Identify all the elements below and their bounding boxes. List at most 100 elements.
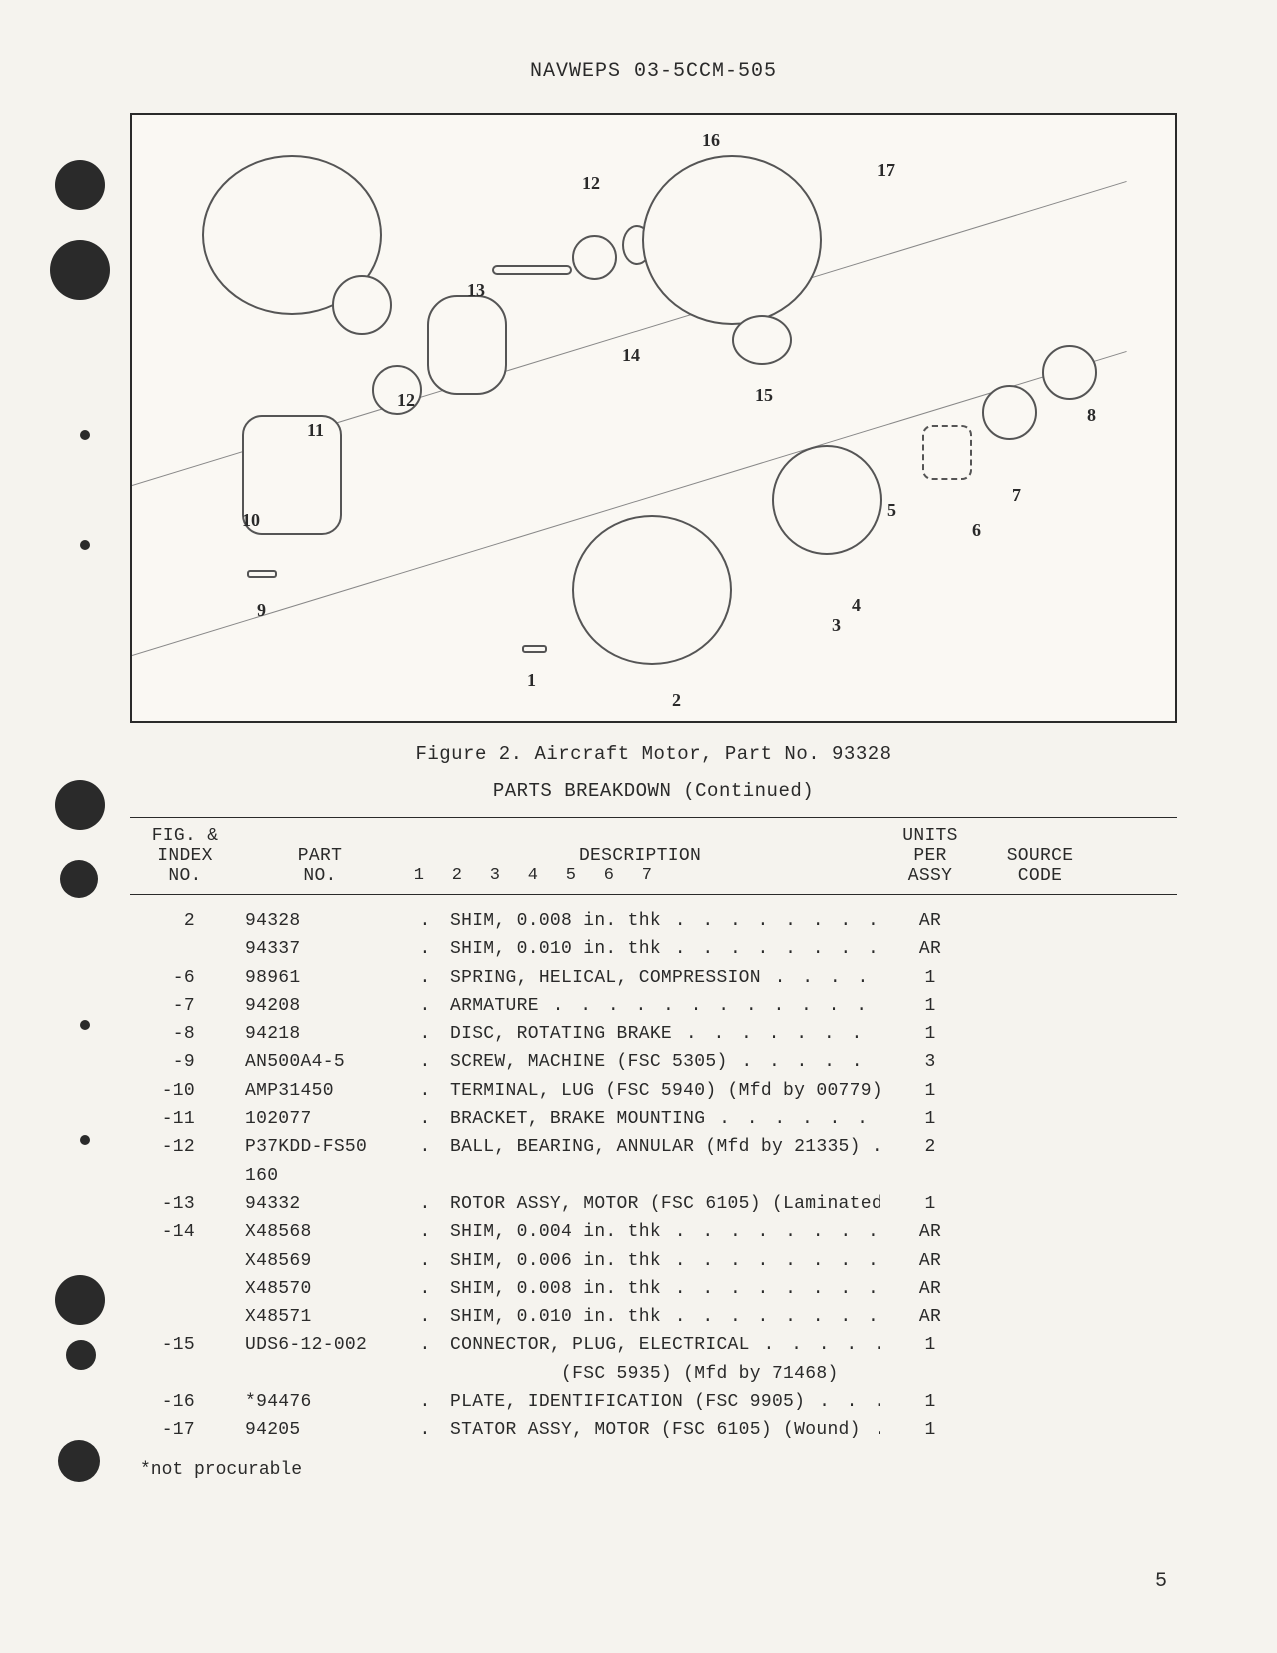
- table-row: -1394332.ROTOR ASSY, MOTOR (FSC 6105) (L…: [130, 1190, 1177, 1218]
- bearing-sketch: [572, 235, 617, 280]
- cell-units: 1: [880, 1418, 980, 1442]
- table-row: -16*94476.PLATE, IDENTIFICATION (FSC 990…: [130, 1388, 1177, 1416]
- cell-level: .: [400, 937, 450, 961]
- table-row: 294328.SHIM, 0.008 in. thk . . . . . . .…: [130, 907, 1177, 935]
- header-text: SOURCE: [980, 846, 1100, 866]
- level-number: 7: [638, 866, 656, 885]
- diagram-content: 123456789101112121314151617: [132, 115, 1175, 721]
- brake-assy-sketch: [772, 445, 882, 555]
- level-number: 6: [600, 866, 618, 885]
- parts-table: FIG. & INDEX NO. PART NO. DESCRIPTION 1 2…: [130, 817, 1177, 1445]
- cell-source: [980, 1164, 1100, 1188]
- col-header-index: FIG. & INDEX NO.: [130, 826, 240, 886]
- cell-index: -14: [130, 1220, 240, 1244]
- exploded-diagram-figure: 123456789101112121314151617: [130, 113, 1177, 723]
- level-number: 3: [486, 866, 504, 885]
- header-text: PER: [880, 846, 980, 866]
- header-text: FIG. &: [130, 826, 240, 846]
- callout-label: 15: [755, 385, 773, 406]
- cell-level: [400, 1362, 450, 1386]
- cell-source: [980, 1192, 1100, 1216]
- callout-label: 12: [397, 390, 415, 411]
- cell-units: 1: [880, 966, 980, 990]
- cell-level: [400, 1164, 450, 1188]
- cell-part-number: UDS6-12-002: [240, 1333, 400, 1357]
- cell-level: .: [400, 1107, 450, 1131]
- cell-index: -9: [130, 1050, 240, 1074]
- cell-part-number: 102077: [240, 1107, 400, 1131]
- table-header: FIG. & INDEX NO. PART NO. DESCRIPTION 12…: [130, 817, 1177, 895]
- callout-label: 16: [702, 130, 720, 151]
- cell-units: 1: [880, 1390, 980, 1414]
- header-text: DESCRIPTION: [400, 846, 880, 866]
- cell-description: SHIM, 0.010 in. thk . . . . . . . . . .: [450, 1305, 880, 1329]
- cell-description: SHIM, 0.010 in. thk . . . . . . . . . .: [450, 937, 880, 961]
- screw-sketch: [522, 645, 547, 653]
- table-row: 160: [130, 1162, 1177, 1190]
- cell-level: .: [400, 994, 450, 1018]
- col-header-units: UNITS PER ASSY: [880, 826, 980, 886]
- level-number: 4: [524, 866, 542, 885]
- table-row: -1794205.STATOR ASSY, MOTOR (FSC 6105) (…: [130, 1416, 1177, 1444]
- cell-index: -16: [130, 1390, 240, 1414]
- cell-part-number: P37KDD-FS50: [240, 1135, 400, 1159]
- connector-sketch: [332, 275, 392, 335]
- cell-index: -12: [130, 1135, 240, 1159]
- cell-part-number: 94208: [240, 994, 400, 1018]
- cell-source: [980, 1418, 1100, 1442]
- footnote: *not procurable: [140, 1460, 1177, 1480]
- cell-source: [980, 1362, 1100, 1386]
- cell-index: -7: [130, 994, 240, 1018]
- cell-index: [130, 937, 240, 961]
- screw-sketch: [247, 570, 277, 578]
- cell-index: -6: [130, 966, 240, 990]
- small-mark: [80, 540, 90, 550]
- cell-units: 1: [880, 1192, 980, 1216]
- cell-description: SHIM, 0.004 in. thk . . . . . . . . . .: [450, 1220, 880, 1244]
- callout-label: 17: [877, 160, 895, 181]
- col-header-part: PART NO.: [240, 826, 400, 886]
- cell-level: .: [400, 1418, 450, 1442]
- cell-part-number: X48571: [240, 1305, 400, 1329]
- cell-source: [980, 994, 1100, 1018]
- shaft-sketch: [492, 265, 572, 275]
- cell-description: SHIM, 0.008 in. thk . . . . . . . . . .: [450, 1277, 880, 1301]
- cell-level: .: [400, 1220, 450, 1244]
- header-text: NO.: [240, 866, 400, 886]
- header-text: UNITS: [880, 826, 980, 846]
- punch-hole: [55, 1275, 105, 1325]
- cell-part-number: AN500A4-5: [240, 1050, 400, 1074]
- cell-level: .: [400, 1050, 450, 1074]
- table-row: -698961.SPRING, HELICAL, COMPRESSION . .…: [130, 964, 1177, 992]
- cell-units: 1: [880, 1022, 980, 1046]
- cell-source: [980, 937, 1100, 961]
- table-row: -10AMP31450.TERMINAL, LUG (FSC 5940) (Mf…: [130, 1077, 1177, 1105]
- cell-description: SCREW, MACHINE (FSC 5305) . . . . . . .: [450, 1050, 880, 1074]
- level-number: 1: [410, 866, 428, 885]
- punch-hole: [55, 160, 105, 210]
- cell-part-number: 160: [240, 1164, 400, 1188]
- disc-sketch: [1042, 345, 1097, 400]
- callout-label: 3: [832, 615, 841, 636]
- header-text: CODE: [980, 866, 1100, 886]
- cell-source: [980, 1277, 1100, 1301]
- table-row: -794208.ARMATURE . . . . . . . . . . . .…: [130, 992, 1177, 1020]
- cell-description: [450, 1164, 880, 1188]
- table-row: X48570.SHIM, 0.008 in. thk . . . . . . .…: [130, 1275, 1177, 1303]
- cell-part-number: X48569: [240, 1249, 400, 1273]
- rotor-sketch: [427, 295, 507, 395]
- punch-hole: [66, 1340, 96, 1370]
- cell-source: [980, 1390, 1100, 1414]
- punch-hole: [58, 1440, 100, 1482]
- cell-part-number: [240, 1362, 400, 1386]
- punch-hole: [55, 780, 105, 830]
- header-text: INDEX: [130, 846, 240, 866]
- cell-index: 2: [130, 909, 240, 933]
- stator-housing-sketch: [642, 155, 822, 325]
- cell-index: [130, 1249, 240, 1273]
- small-mark: [80, 430, 90, 440]
- cell-level: .: [400, 1390, 450, 1414]
- cell-source: [980, 1220, 1100, 1244]
- cell-source: [980, 1135, 1100, 1159]
- small-mark: [80, 1020, 90, 1030]
